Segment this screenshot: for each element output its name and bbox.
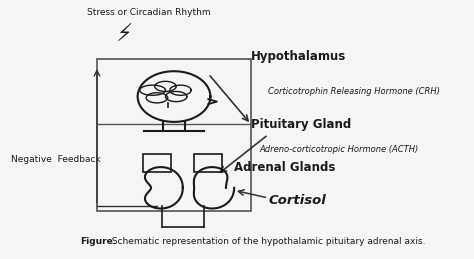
Text: Cortisol: Cortisol	[268, 194, 326, 207]
Polygon shape	[118, 23, 131, 41]
Bar	[194, 154, 222, 172]
Text: Schematic representation of the hypothalamic pituitary adrenal axis.: Schematic representation of the hypothal…	[106, 236, 425, 246]
Text: Negative  Feedback: Negative Feedback	[11, 155, 101, 164]
Text: Adreno-corticotropic Hormone (ACTH): Adreno-corticotropic Hormone (ACTH)	[260, 145, 419, 154]
Text: Stress or Circadian Rhythm: Stress or Circadian Rhythm	[87, 8, 210, 17]
Text: Pituitary Gland: Pituitary Gland	[251, 118, 351, 131]
Bar	[143, 154, 171, 172]
Text: Figure.: Figure.	[80, 236, 116, 246]
Text: Hypothalamus: Hypothalamus	[251, 49, 346, 62]
Text: Corticotrophin Releasing Hormone (CRH): Corticotrophin Releasing Hormone (CRH)	[268, 87, 440, 96]
Bar	[97, 59, 251, 211]
Text: Adrenal Glands: Adrenal Glands	[234, 161, 335, 174]
